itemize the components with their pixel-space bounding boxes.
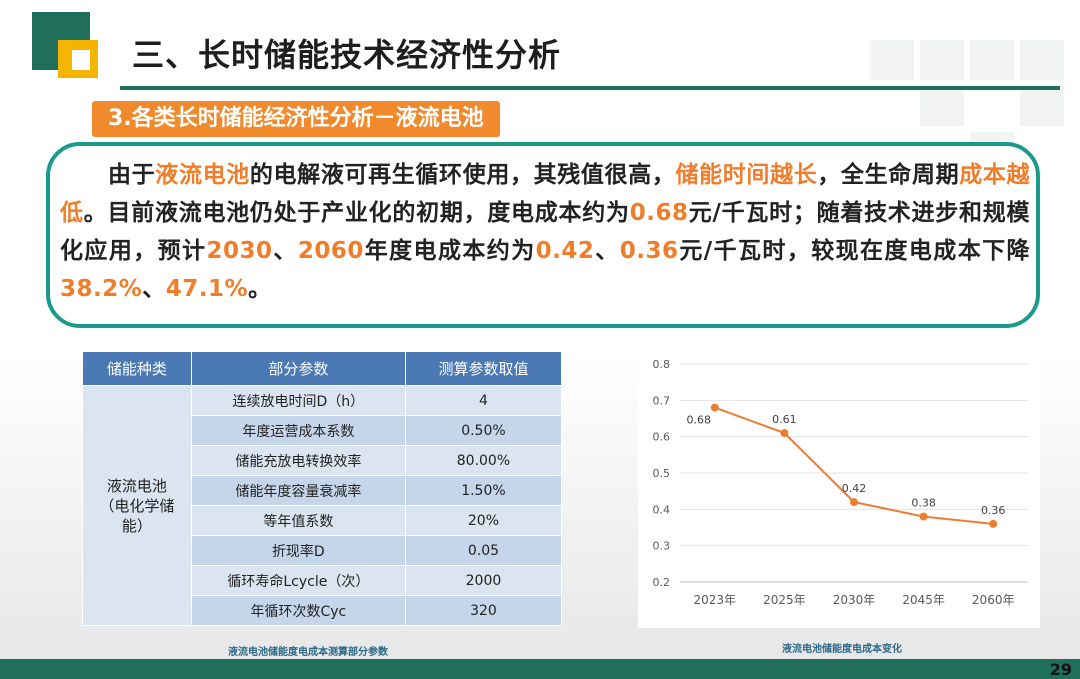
highlight-text: 液流电池 bbox=[155, 162, 250, 188]
table-caption: 液流电池储能度电成本测算部分参数 bbox=[228, 647, 388, 658]
param-value-cell: 2000 bbox=[404, 565, 563, 596]
param-value-cell: 0.50% bbox=[404, 415, 563, 446]
chart-caption: 液流电池储能度电成本变化 bbox=[782, 644, 902, 655]
x-tick-label: 2045年 bbox=[902, 593, 945, 607]
logo-square-white bbox=[72, 50, 90, 70]
param-name-cell: 年循环次数Cyc bbox=[190, 595, 406, 626]
param-value-cell: 0.05 bbox=[404, 535, 563, 566]
x-tick-label: 2030年 bbox=[833, 593, 876, 607]
body-text: 由于 bbox=[108, 162, 156, 188]
param-value-cell: 4 bbox=[404, 385, 563, 416]
table-row: 储能充放电转换效率 80.00% bbox=[83, 445, 563, 476]
page-number: 29 bbox=[1049, 660, 1072, 679]
column-header: 储能种类 bbox=[82, 351, 192, 386]
highlight-text: 47.1% bbox=[165, 276, 249, 302]
highlight-text: 储能时间越长 bbox=[675, 162, 818, 188]
series-line bbox=[714, 406, 994, 525]
data-label: 0.38 bbox=[911, 497, 936, 510]
highlight-text: 38.2% bbox=[60, 276, 143, 302]
param-value-cell: 80.00% bbox=[404, 445, 563, 476]
x-tick-label: 2060年 bbox=[972, 593, 1015, 607]
summary-callout-text: 由于液流电池的电解液可再生循环使用，其残值很高，储能时间越长，全生命周期成本越低… bbox=[60, 156, 1030, 308]
y-tick-label: 0.7 bbox=[653, 394, 671, 407]
param-name-cell: 等年值系数 bbox=[190, 505, 406, 536]
body-text: 年度电成本约为 bbox=[363, 238, 536, 264]
param-name-cell: 连续放电时间D（h） bbox=[190, 385, 406, 416]
highlight-text: 0.42 bbox=[535, 238, 595, 264]
body-text: 。目前液流电池仍处于产业化的初期，度电成本约为 bbox=[83, 200, 630, 226]
y-tick-label: 0.6 bbox=[653, 431, 671, 444]
body-text: 、 bbox=[594, 238, 620, 264]
body-text: 元/千瓦时；随着技术进步和规模化应用，预计 bbox=[60, 200, 1031, 264]
y-tick-label: 0.3 bbox=[653, 540, 671, 553]
data-label: 0.42 bbox=[842, 482, 867, 495]
chart-svg: 0.8 0.7 0.6 0.5 0.4 0.3 0.2 2023年 2025年 2030年 2045… bbox=[653, 358, 1028, 607]
param-name-cell: 年度运营成本系数 bbox=[190, 415, 406, 446]
y-tick-label: 0.2 bbox=[653, 576, 671, 589]
highlight-text: 2030 bbox=[206, 238, 273, 264]
y-tick-label: 0.8 bbox=[653, 358, 671, 371]
table-row: 等年值系数 20% bbox=[83, 505, 563, 536]
data-point bbox=[919, 512, 928, 521]
x-tick-label: 2025年 bbox=[763, 593, 806, 607]
data-point bbox=[989, 519, 998, 528]
data-point bbox=[780, 429, 789, 438]
column-header: 部分参数 bbox=[190, 351, 406, 386]
table-row: 年循环次数Cyc 320 bbox=[83, 595, 563, 626]
highlight-text: 2060 bbox=[297, 238, 364, 264]
category-cell: 液流电池 （电化学储 能） bbox=[82, 385, 192, 626]
body-text: 的电解液可再生循环使用，其残值很高， bbox=[249, 162, 676, 188]
table-row: 折现率D 0.05 bbox=[83, 535, 563, 566]
table-row: 液流电池 （电化学储 能） 连续放电时间D（h） 4 bbox=[82, 385, 563, 626]
cost-line-chart: 0.8 0.7 0.6 0.5 0.4 0.3 0.2 2023年 2025年 2030年 2045… bbox=[638, 350, 1040, 628]
body-text: 、 bbox=[142, 276, 166, 302]
data-label: 0.61 bbox=[772, 413, 797, 426]
table-row: 年度运营成本系数 0.50% bbox=[83, 415, 563, 446]
section-heading: 3.各类长时储能经济性分析－液流电池 bbox=[92, 101, 500, 137]
y-tick-label: 0.4 bbox=[653, 503, 671, 516]
highlight-text: 0.36 bbox=[619, 238, 679, 264]
data-label: 0.68 bbox=[687, 414, 712, 427]
data-label: 0.36 bbox=[981, 504, 1006, 517]
param-value-cell: 320 bbox=[404, 595, 563, 626]
body-text: 元/千瓦时，较现在度电成本下降 bbox=[678, 238, 1031, 264]
table-header-row: 储能种类 部分参数 测算参数取值 bbox=[82, 351, 563, 386]
highlight-text: 0.68 bbox=[629, 200, 689, 226]
x-tick-label: 2023年 bbox=[694, 593, 737, 607]
footer-bar bbox=[0, 659, 1080, 679]
summary-callout-border bbox=[46, 142, 1040, 328]
data-point bbox=[850, 498, 858, 507]
body-text: 、 bbox=[272, 238, 298, 264]
param-value-cell: 20% bbox=[404, 505, 563, 536]
parameter-table: 储能种类 部分参数 测算参数取值 液流电池 （电化学储 能） 连续放电时间D（h） 4 年… bbox=[82, 351, 563, 626]
highlight-text: 成本越低 bbox=[60, 162, 1031, 226]
param-name-cell: 循环寿命Lcycle（次） bbox=[190, 565, 406, 596]
param-name-cell: 储能年度容量衰减率 bbox=[190, 475, 406, 506]
param-name-cell: 折现率D bbox=[190, 535, 406, 566]
column-header: 测算参数取值 bbox=[404, 351, 563, 386]
param-value-cell: 1.50% bbox=[404, 475, 563, 506]
body-text: 。 bbox=[248, 276, 272, 302]
table-row: 储能年度容量衰减率 1.50% bbox=[83, 475, 563, 506]
y-tick-label: 0.5 bbox=[653, 467, 671, 480]
title-divider bbox=[120, 86, 1060, 90]
param-name-cell: 储能充放电转换效率 bbox=[190, 445, 406, 476]
table-row: 循环寿命Lcycle（次） 2000 bbox=[83, 565, 563, 596]
data-point bbox=[710, 403, 719, 412]
page-title: 三、长时储能技术经济性分析 bbox=[132, 36, 562, 74]
body-text: ，全生命周期 bbox=[817, 162, 960, 188]
